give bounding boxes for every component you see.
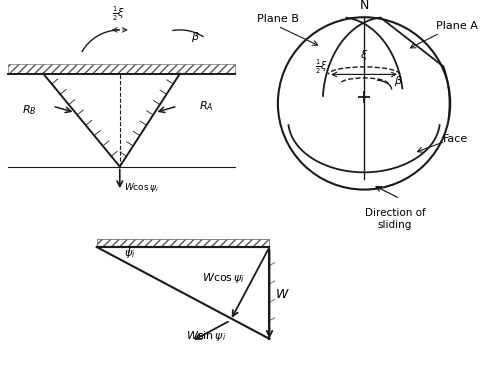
Text: $\frac{1}{2}\xi$: $\frac{1}{2}\xi$ [315, 58, 328, 76]
Text: $\beta$: $\beta$ [191, 30, 200, 44]
Polygon shape [8, 64, 234, 74]
Polygon shape [96, 239, 270, 247]
Text: $W\cos\psi_i$: $W\cos\psi_i$ [124, 181, 160, 194]
Text: $\frac{1}{2}\xi$: $\frac{1}{2}\xi$ [112, 5, 125, 23]
Text: $R_B$: $R_B$ [22, 103, 37, 117]
Text: $\beta$: $\beta$ [394, 74, 403, 88]
Text: $\psi_i$: $\psi_i$ [124, 248, 136, 260]
Text: Plane B: Plane B [257, 14, 299, 24]
Text: Plane A: Plane A [436, 21, 478, 31]
Text: $W\sin\psi_i$: $W\sin\psi_i$ [186, 329, 226, 343]
Text: Face: Face [444, 134, 468, 144]
Text: $\xi$: $\xi$ [360, 48, 368, 62]
Text: N: N [360, 0, 368, 12]
Text: $W$: $W$ [274, 288, 289, 301]
Text: Direction of
sliding: Direction of sliding [364, 208, 426, 230]
Text: $R_A$: $R_A$ [199, 99, 214, 113]
Text: $W\cos\psi_i$: $W\cos\psi_i$ [202, 271, 246, 285]
